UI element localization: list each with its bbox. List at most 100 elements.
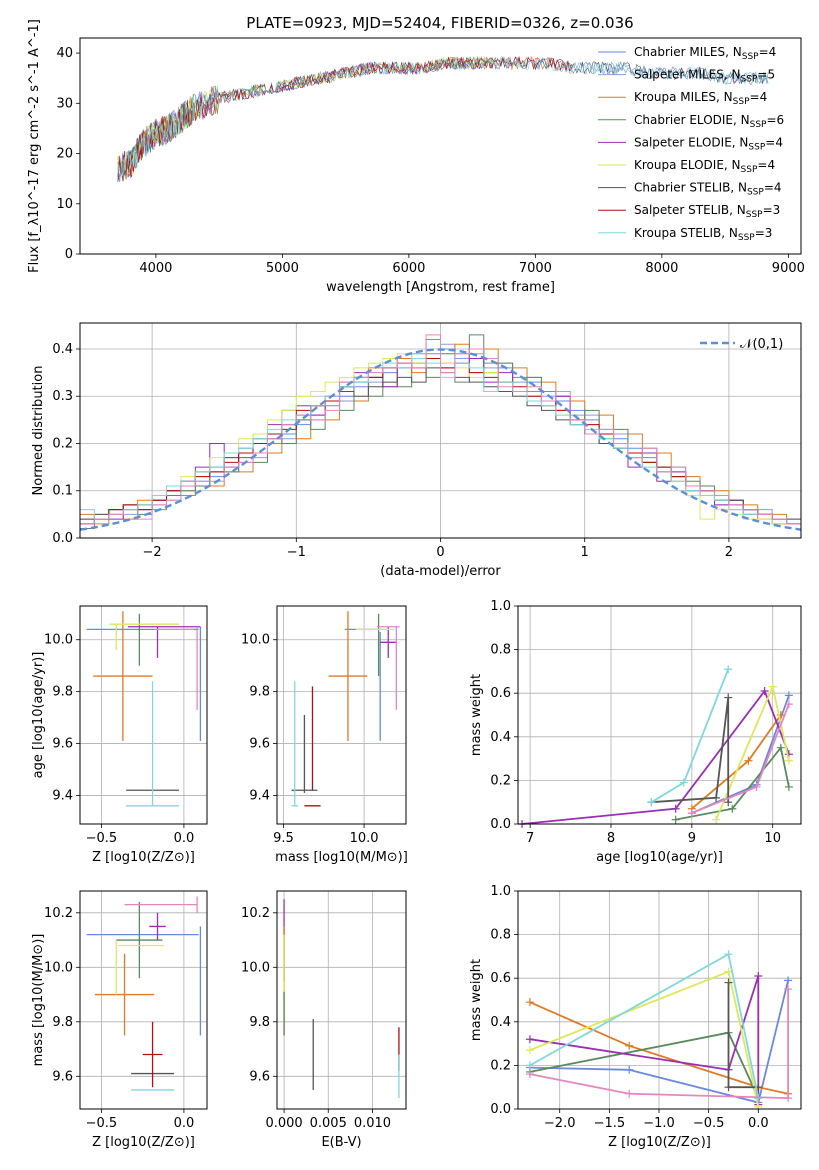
weight-marker	[776, 743, 785, 752]
y-tick-label: 0.3	[52, 389, 73, 404]
y-axis-label: Normed distribution	[31, 366, 46, 496]
chart-residuals: −2 −1 0 1 2 0.0 0.1 0.2 0.3 0.4 (data-model)/error…	[31, 322, 802, 579]
weight-marker	[724, 978, 733, 987]
weight-marker	[712, 815, 721, 824]
weight-marker	[687, 809, 696, 818]
plot-area-spectrum	[117, 55, 769, 183]
weight-marker	[754, 972, 763, 981]
weight-line	[650, 668, 730, 803]
x-tick-label: 8000	[645, 261, 678, 276]
weight-line	[529, 980, 789, 1104]
spectrum-line	[117, 56, 769, 180]
weight-marker	[679, 778, 688, 787]
weight-marker	[784, 691, 793, 700]
legend-label: Chabrier STELIB, NSSP=4	[634, 181, 782, 198]
x-tick-label: 0.010	[354, 1116, 391, 1131]
y-axis-label: Flux [f_λ10^-17 erg cm^-2 s^-1 A^-1]	[27, 19, 42, 273]
axes-frame	[79, 37, 802, 255]
x-tick-label: 2	[725, 545, 733, 560]
axes-frame	[79, 890, 208, 1110]
y-tick-label: 30	[56, 96, 73, 111]
axes-frame	[517, 890, 802, 1110]
weight-marker	[724, 798, 733, 807]
x-tick-label: 9.5	[273, 831, 294, 846]
axes-frame	[276, 605, 407, 825]
axes-frame	[79, 605, 208, 825]
plot-area-Z-vs-mass	[86, 896, 202, 1091]
plot-area-mass-vs-age	[291, 611, 400, 807]
legend-label: Chabrier MILES, NSSP=4	[634, 45, 776, 62]
x-axis-label: (data-model)/error	[380, 564, 501, 579]
y-tick-label: 9.6	[52, 737, 73, 752]
legend-label: Salpeter ELODIE, NSSP=4	[634, 135, 783, 152]
weight-marker	[625, 1089, 634, 1098]
x-axis-label: E(B-V)	[321, 1135, 361, 1150]
y-tick-label: 10	[56, 197, 73, 212]
weight-line	[651, 697, 730, 804]
y-tick-label: 0.0	[490, 817, 511, 832]
y-tick-label: 9.4	[249, 788, 270, 803]
x-tick-label: 7000	[519, 261, 552, 276]
x-tick-label: −0.5	[693, 1116, 725, 1131]
legend: Chabrier MILES, NSSP=4 Salpeter MILES, NS…	[598, 45, 784, 243]
weight-marker	[752, 782, 761, 791]
x-tick-label: 1	[581, 545, 589, 560]
plot-area-age-vs-weight	[518, 665, 793, 828]
y-tick-label: 9.6	[249, 737, 270, 752]
weight-marker	[724, 693, 733, 702]
weight-marker	[760, 687, 769, 696]
x-tick-label: 0.005	[310, 1116, 347, 1131]
x-tick-label: 10	[764, 831, 781, 846]
weight-marker	[671, 815, 680, 824]
weight-marker	[525, 1046, 534, 1055]
y-tick-label: 0.1	[52, 484, 73, 499]
y-tick-label: 0.4	[52, 342, 73, 357]
weight-line	[521, 689, 790, 825]
chart-spectrum: 4000 5000 6000 7000 8000 9000 0 10 20 30 40 wavelen…	[27, 19, 805, 295]
weight-marker	[525, 998, 534, 1007]
weight-marker	[525, 1035, 534, 1044]
x-tick-label: −1	[287, 545, 306, 560]
y-tick-label: 10.0	[241, 633, 270, 648]
y-tick-label: 1.0	[490, 884, 511, 899]
normal-curve	[79, 348, 802, 531]
y-tick-label: 10.0	[44, 960, 73, 975]
legend-label: Kroupa ELODIE, NSSP=4	[634, 158, 775, 175]
plot-area-ebv-vs-mass	[283, 899, 400, 1099]
x-tick-label: 9	[688, 831, 696, 846]
legend-label: Salpeter MILES, NSSP=5	[634, 68, 775, 85]
y-tick-label: 9.8	[249, 685, 270, 700]
x-axis-label: mass [log10(M/M⊙)]	[275, 850, 408, 865]
y-tick-label: 0.4	[490, 1015, 511, 1030]
weight-line	[529, 970, 760, 1107]
y-tick-label: 0.2	[52, 436, 73, 451]
weight-marker	[784, 700, 793, 709]
x-tick-label: −2.0	[544, 1116, 576, 1131]
weight-marker	[625, 1041, 634, 1050]
x-axis-label: Z [log10(Z/Z⊙)]	[608, 1135, 711, 1150]
y-axis-label: age [log10(age/yr)]	[31, 652, 46, 779]
y-tick-label: 9.8	[52, 1015, 73, 1030]
weight-marker	[647, 798, 656, 807]
y-tick-label: 1.0	[490, 599, 511, 614]
y-tick-label: 0.0	[52, 531, 73, 546]
chart-Z-vs-age: −0.5 0.0 9.4 9.6 9.8 10.0 Z [log10(Z/Z⊙)] age […	[31, 605, 208, 865]
weight-marker	[625, 1065, 634, 1074]
y-tick-label: 9.4	[52, 788, 73, 803]
legend-label: Kroupa STELIB, NSSP=3	[634, 226, 772, 243]
x-tick-label: 0.0	[174, 831, 195, 846]
histogram-series	[80, 334, 801, 525]
x-tick-label: −0.5	[86, 1116, 118, 1131]
y-tick-label: 9.8	[249, 1015, 270, 1030]
weight-marker	[724, 1083, 733, 1092]
x-tick-label: 4000	[139, 261, 172, 276]
chart-mass-vs-age: 9.5 10.0 9.4 9.6 9.8 10.0 mass [log10(M/M⊙)]	[241, 605, 408, 865]
chart-Z-vs-mass: −0.5 0.0 9.6 9.8 10.0 10.2 Z [log10(Z/Z⊙)] mass…	[31, 890, 208, 1150]
weight-marker	[728, 804, 737, 813]
x-axis-label: age [log10(age/yr)]	[596, 850, 723, 865]
x-tick-label: 0.000	[265, 1116, 302, 1131]
x-tick-label: 9000	[772, 261, 805, 276]
weight-marker	[784, 756, 793, 765]
weight-line	[529, 1001, 789, 1095]
